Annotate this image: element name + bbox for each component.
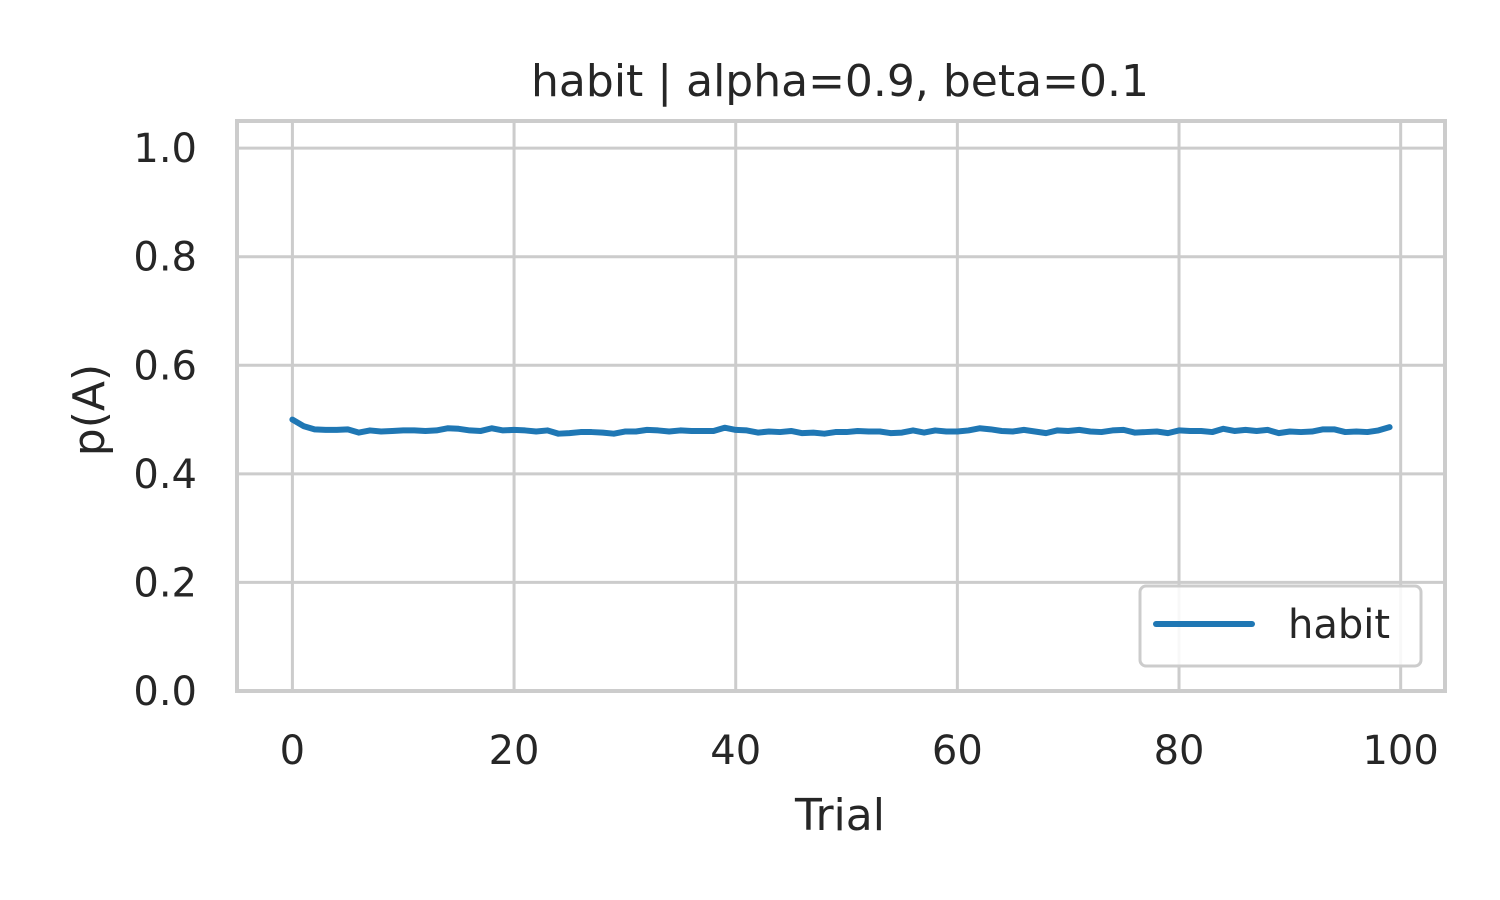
y-axis-label: p(A) (64, 364, 115, 456)
x-axis-label: Trial (794, 790, 885, 841)
x-tick-label: 80 (1154, 728, 1205, 774)
x-tick-label: 20 (489, 728, 540, 774)
y-tick-labels: 0.0 0.2 0.4 0.6 0.8 1.0 (133, 126, 197, 715)
chart-title: habit | alpha=0.9, beta=0.1 (531, 56, 1149, 107)
x-tick-label: 40 (710, 728, 761, 774)
x-tick-label: 100 (1362, 728, 1438, 774)
y-tick-label: 0.4 (133, 452, 197, 498)
series-line-habit (289, 416, 1393, 437)
x-tick-label: 0 (280, 728, 305, 774)
x-tick-label: 60 (932, 728, 983, 774)
legend-label-habit: habit (1288, 602, 1390, 648)
legend-box (1138, 584, 1423, 668)
plot-frame (235, 119, 1447, 693)
y-tick-label: 0.0 (133, 669, 197, 715)
legend: habit (1138, 584, 1423, 668)
x-tick-labels: 0 20 40 60 80 100 (280, 728, 1439, 774)
x-gridlines (290, 121, 1403, 691)
series-layer (289, 416, 1393, 437)
y-tick-label: 1.0 (133, 126, 197, 172)
y-tick-label: 0.6 (133, 343, 197, 389)
y-tick-label: 0.8 (133, 235, 197, 281)
y-tick-label: 0.2 (133, 560, 197, 606)
